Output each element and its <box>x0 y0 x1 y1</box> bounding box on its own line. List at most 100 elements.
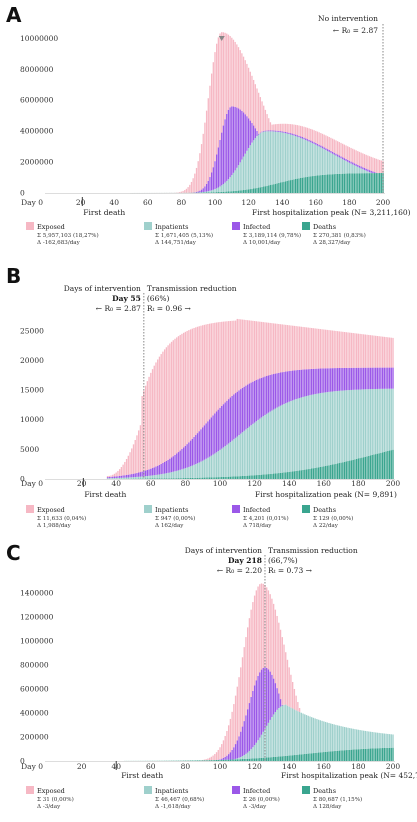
bar-inpatients <box>237 165 240 191</box>
bar-infected <box>250 382 252 426</box>
bar-deaths <box>253 758 256 761</box>
x-tick-label: 20 <box>77 762 87 771</box>
bar-deaths <box>345 750 347 761</box>
bar-exposed <box>278 622 280 694</box>
bar-inpatients <box>259 737 261 759</box>
bar-deaths <box>315 175 317 193</box>
bar-exposed <box>254 84 256 129</box>
bar-deaths <box>234 476 237 479</box>
bar-infected <box>279 372 282 406</box>
bar-deaths <box>301 177 304 193</box>
bar-inpatients <box>276 709 278 757</box>
bar-infected <box>241 387 244 433</box>
bar-exposed <box>378 336 380 368</box>
bar-deaths <box>281 182 283 193</box>
bar-exposed <box>222 32 225 126</box>
bar-exposed <box>250 609 252 697</box>
bar-exposed <box>222 321 225 405</box>
bar-inpatients <box>338 725 341 751</box>
bar-inpatients <box>238 435 240 477</box>
bar-infected <box>124 475 126 478</box>
bar-exposed <box>144 385 147 471</box>
bar-deaths <box>356 749 358 761</box>
bar-exposed <box>224 321 226 403</box>
bar-inpatients <box>340 158 342 174</box>
bar-deaths <box>321 466 323 479</box>
bar-exposed <box>215 322 218 412</box>
bar-deaths <box>248 475 251 479</box>
bar-inpatients <box>222 447 225 477</box>
bar-exposed <box>281 324 283 373</box>
bar-inpatients <box>368 172 371 174</box>
bar-exposed <box>326 329 328 369</box>
bar-exposed <box>179 334 181 451</box>
bar-inpatients <box>318 146 320 176</box>
bar-inpatients <box>163 473 166 479</box>
bar-inpatients <box>224 182 226 192</box>
legend-sum: Σ 5,957,103 (18,27%) <box>37 232 99 239</box>
bar-exposed <box>253 595 256 686</box>
bar-deaths <box>335 174 337 193</box>
bar-exposed <box>375 335 377 368</box>
bar-exposed <box>381 336 384 368</box>
bar-inpatients <box>333 391 335 465</box>
bar-inpatients <box>331 391 334 465</box>
bar-exposed <box>160 354 162 464</box>
bar-infected <box>238 390 240 436</box>
bar-infected <box>209 177 211 191</box>
bar-exposed <box>352 333 354 368</box>
bar-deaths <box>203 477 206 479</box>
bar-infected <box>215 411 218 453</box>
bar-inpatients <box>290 707 292 756</box>
x-tick-label: 160 <box>317 479 332 488</box>
bar-inpatients <box>361 389 363 458</box>
y-tick-label: 5000 <box>20 445 39 454</box>
bar-inpatients <box>188 466 190 478</box>
bar-inpatients <box>357 729 360 750</box>
bar-infected <box>257 379 259 420</box>
bar-deaths <box>387 747 389 761</box>
bar-exposed <box>157 359 159 466</box>
bar-infected <box>234 744 237 759</box>
bar-infected <box>373 172 376 174</box>
bar-inpatients <box>172 471 174 479</box>
bar-infected <box>237 108 240 166</box>
bar-inpatients <box>224 446 226 477</box>
bar-infected <box>366 367 368 390</box>
bar-infected <box>293 370 296 400</box>
bar-exposed <box>179 192 181 193</box>
bar-exposed <box>286 123 288 133</box>
y-tick-label: 800000 <box>20 661 49 670</box>
bar-deaths <box>214 477 216 479</box>
bar-inpatients <box>298 137 300 179</box>
bar-exposed <box>291 124 293 134</box>
bar-deaths <box>342 750 344 761</box>
bar-infected <box>340 367 342 391</box>
bar-inpatients <box>170 472 173 479</box>
bar-inpatients <box>349 728 351 750</box>
bar-infected <box>163 461 166 474</box>
bar-infected <box>239 109 241 163</box>
bar-exposed <box>240 319 242 390</box>
bar-inpatients <box>371 731 373 749</box>
bar-infected <box>260 377 263 418</box>
bar-inpatients <box>234 437 237 477</box>
bar-exposed <box>266 114 268 131</box>
bar-exposed <box>279 629 282 700</box>
x-tick-label: 120 <box>247 479 262 488</box>
bar-infected <box>266 667 268 726</box>
bar-inpatients <box>264 131 267 187</box>
bar-deaths <box>348 173 351 193</box>
bar-infected <box>370 170 372 173</box>
legend-sum: Σ 46,467 (0,68%) <box>155 796 204 803</box>
bar-infected <box>354 367 356 390</box>
bar-deaths <box>290 471 292 479</box>
bar-exposed <box>112 474 114 477</box>
bar-exposed <box>209 85 211 178</box>
bar-inpatients <box>296 136 298 179</box>
bar-inpatients <box>383 733 386 748</box>
bar-inpatients <box>260 417 263 475</box>
bar-deaths <box>376 748 379 761</box>
bar-infected <box>312 368 315 395</box>
bar-deaths <box>283 181 285 193</box>
